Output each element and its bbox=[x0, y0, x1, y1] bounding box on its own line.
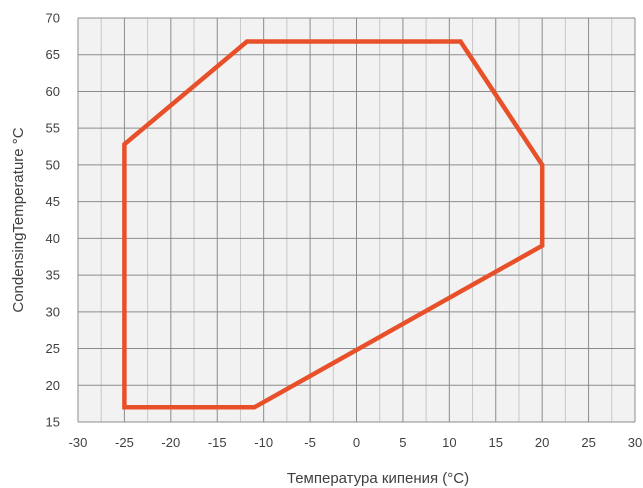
y-tick-label: 25 bbox=[46, 341, 60, 356]
x-tick-label: -20 bbox=[161, 435, 180, 450]
y-tick-label: 20 bbox=[46, 378, 60, 393]
x-tick-label: 10 bbox=[442, 435, 456, 450]
x-tick-label: -30 bbox=[69, 435, 88, 450]
y-tick-label: 55 bbox=[46, 121, 60, 136]
y-tick-label: 65 bbox=[46, 47, 60, 62]
x-tick-label: 20 bbox=[535, 435, 549, 450]
y-tick-label: 60 bbox=[46, 84, 60, 99]
x-tick-label: 25 bbox=[581, 435, 595, 450]
x-tick-label: -25 bbox=[115, 435, 134, 450]
x-tick-labels: -30 -25 -20 -15 -10 -5 0 5 10 15 20 25 30 bbox=[69, 435, 643, 450]
y-tick-label: 50 bbox=[46, 157, 60, 172]
y-tick-label: 15 bbox=[46, 415, 60, 430]
y-axis-title: CondensingTemperature °C bbox=[10, 127, 27, 312]
y-tick-label: 45 bbox=[46, 194, 60, 209]
x-tick-label: -15 bbox=[208, 435, 227, 450]
y-tick-label: 35 bbox=[46, 268, 60, 283]
x-tick-label: -10 bbox=[254, 435, 273, 450]
y-tick-labels: 15 20 25 30 35 40 45 50 55 60 65 70 bbox=[46, 11, 60, 430]
series-layer bbox=[122, 39, 545, 410]
x-tick-label: 15 bbox=[489, 435, 503, 450]
y-tick-label: 30 bbox=[46, 304, 60, 319]
y-tick-label: 40 bbox=[46, 231, 60, 246]
envelope-line bbox=[122, 39, 545, 410]
x-tick-label: -5 bbox=[304, 435, 316, 450]
x-tick-label: 30 bbox=[628, 435, 642, 450]
x-tick-label: 5 bbox=[399, 435, 406, 450]
x-tick-label: 0 bbox=[353, 435, 360, 450]
x-axis-title: Температура кипения (°C) bbox=[287, 470, 469, 487]
y-tick-label: 70 bbox=[46, 11, 60, 26]
